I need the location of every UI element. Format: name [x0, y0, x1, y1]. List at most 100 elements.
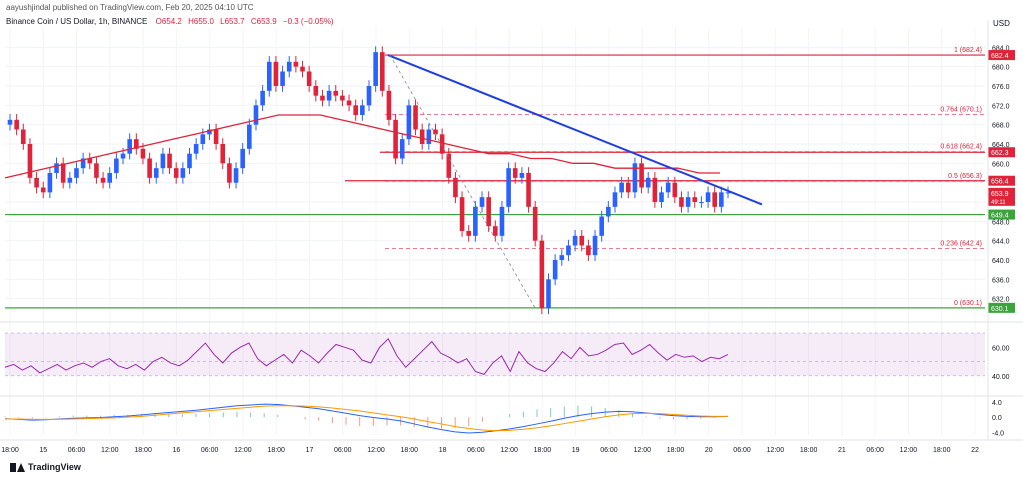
candle-body	[67, 177, 73, 183]
candle-body	[446, 153, 452, 178]
price-tag-label: 649.4	[991, 213, 1009, 220]
candle-body	[625, 182, 631, 193]
candle-body	[320, 95, 325, 101]
candle-body	[665, 182, 671, 193]
macd-signal-line	[5, 405, 728, 432]
candle-body	[725, 192, 731, 194]
price-tick-label: 636.0	[992, 277, 1010, 284]
candle-body	[413, 105, 418, 130]
time-tick-label: 18:00	[401, 447, 419, 454]
candle-body	[213, 129, 219, 144]
time-tick-label: 12:00	[234, 447, 252, 454]
tradingview-brand: TradingView	[28, 462, 81, 472]
candle-body	[479, 197, 485, 207]
time-tick-label: 12:00	[101, 447, 119, 454]
last-price-tag	[988, 187, 1015, 206]
candle-body	[240, 148, 245, 169]
candle-body	[612, 192, 618, 207]
candle-body	[180, 168, 186, 178]
candle-body	[632, 163, 638, 193]
candle-body	[366, 86, 372, 106]
time-tick-label: 18:00	[267, 447, 285, 454]
time-tick-label: 15	[39, 447, 47, 454]
candle-body	[247, 124, 252, 149]
time-tick-label: 16	[172, 447, 180, 454]
candle-body	[167, 153, 172, 169]
ohlc-open: O654.2	[155, 17, 182, 26]
time-tick-label: 12:00	[767, 447, 785, 454]
candle-body	[34, 177, 39, 188]
time-tick-label: 18:00	[667, 447, 685, 454]
fib-level-label: 0.764 (670.1)	[940, 107, 982, 114]
candle-body	[526, 173, 531, 207]
candle-body	[47, 173, 53, 193]
candle-body	[512, 168, 518, 178]
candle-body	[266, 61, 272, 91]
candle-body	[645, 177, 651, 188]
candle-body	[546, 279, 551, 309]
candle-body	[572, 235, 578, 246]
candle-body	[233, 168, 239, 183]
price-tick-label: 664.0	[992, 142, 1010, 149]
tradingview-logo[interactable]: TradingView	[10, 462, 81, 472]
candle-body	[433, 129, 438, 135]
price-tag-label: 656.4	[991, 179, 1009, 186]
candle-body	[147, 158, 152, 178]
time-tick-label: 06:00	[201, 447, 219, 454]
candle-body	[54, 163, 59, 173]
time-tick-label: 06:00	[467, 447, 485, 454]
candle-body	[293, 61, 299, 67]
candle-body	[712, 192, 718, 207]
rsi-line	[4, 337, 729, 375]
currency-label: USD	[993, 19, 1010, 28]
candle-body	[692, 197, 698, 202]
candle-body	[134, 139, 139, 149]
candle-body	[532, 206, 538, 241]
candle-body	[606, 206, 611, 217]
macd-tick-label: -4.0	[992, 430, 1004, 437]
candle-body	[60, 163, 66, 183]
candle-body	[173, 168, 179, 178]
symbol-title[interactable]: Binance Coin / US Dollar, 1h, BINANCE	[6, 17, 148, 26]
candle-body	[599, 216, 604, 236]
candle-body	[94, 163, 99, 178]
candle-body	[519, 173, 525, 178]
ohlc-change: −0.3 (−0.05%)	[282, 17, 334, 26]
candle-body	[453, 177, 458, 198]
candle-body	[260, 90, 265, 106]
candle-body	[493, 226, 498, 236]
time-tick-label: 06:00	[68, 447, 86, 454]
time-tick-label: 18	[439, 447, 447, 454]
ohlc-legend: Binance Coin / US Dollar, 1h, BINANCE O6…	[6, 17, 334, 26]
macd-tick-label: 4.0	[992, 400, 1002, 407]
candle-body	[107, 173, 113, 183]
price-tick-label: 632.0	[992, 297, 1010, 304]
candle-body	[466, 231, 472, 236]
candle-body	[506, 168, 511, 207]
price-tick-label: 648.0	[992, 219, 1010, 226]
time-tick-label: 18:00	[933, 447, 951, 454]
candle-body	[7, 119, 13, 125]
candle-body	[40, 187, 46, 193]
candle-body	[539, 240, 545, 309]
candle-body	[253, 105, 259, 125]
candle-body	[140, 148, 146, 159]
candle-body	[353, 105, 359, 115]
candle-body	[20, 129, 26, 144]
fib-anchor-line	[389, 54, 536, 309]
candle-body	[386, 90, 392, 120]
ohlc-close: C653.9	[250, 17, 277, 26]
candle-body	[373, 52, 378, 86]
candle-body	[27, 144, 33, 178]
candle-body	[153, 168, 159, 178]
time-tick-label: 18:00	[800, 447, 818, 454]
candle-body	[360, 105, 365, 115]
candle-body	[399, 139, 405, 159]
fib-level-label: 0 (630.1)	[954, 300, 982, 307]
candle-body	[300, 66, 305, 72]
price-tick-label: 660.0	[992, 161, 1010, 168]
price-tick-label: 676.0	[992, 84, 1010, 91]
candle-body	[200, 134, 206, 144]
candle-body	[699, 202, 704, 203]
time-tick-label: 22	[971, 447, 979, 454]
